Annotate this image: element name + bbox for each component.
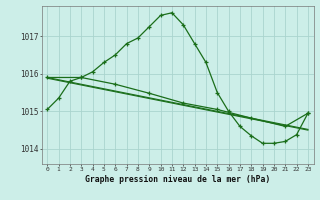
- X-axis label: Graphe pression niveau de la mer (hPa): Graphe pression niveau de la mer (hPa): [85, 175, 270, 184]
